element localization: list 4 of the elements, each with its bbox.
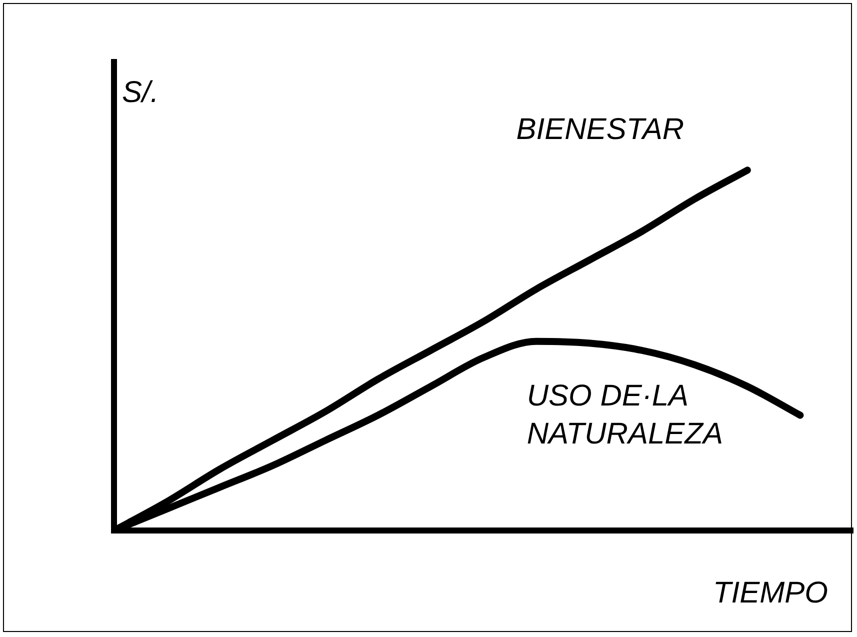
series-label: USO DE·LA NATURALEZA	[526, 379, 724, 450]
y-axis-title: S/.	[122, 76, 159, 109]
x-axis-title: TIEMPO	[712, 576, 828, 610]
series-label: BIENESTAR	[516, 113, 684, 146]
